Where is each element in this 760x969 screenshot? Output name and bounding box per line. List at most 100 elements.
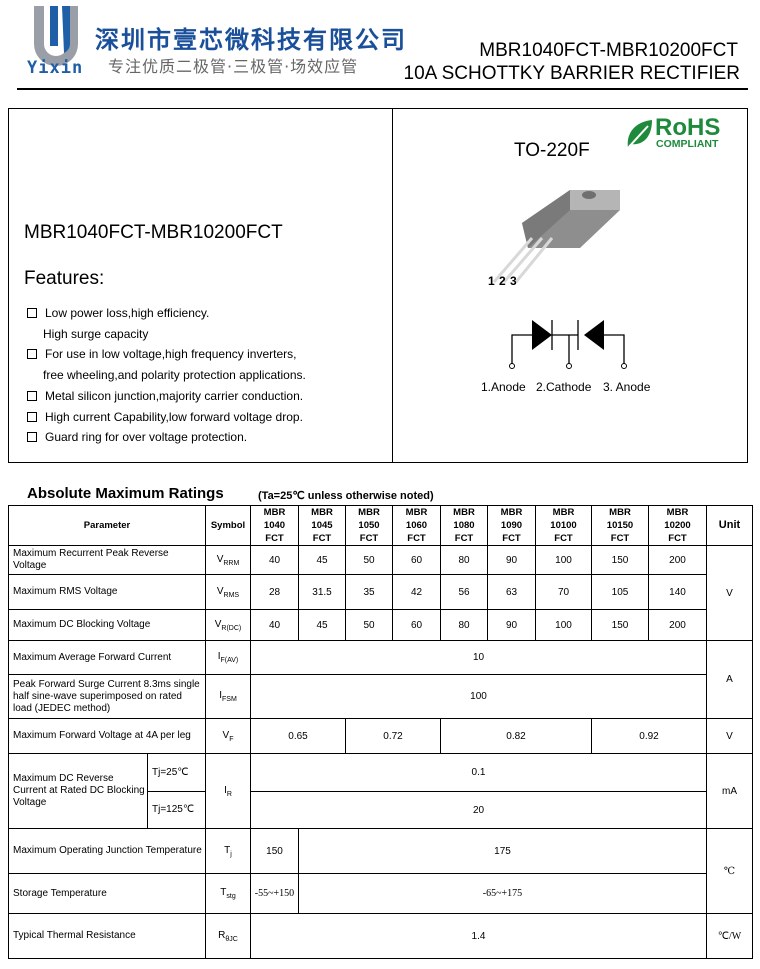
- value-cell: 63: [487, 574, 536, 610]
- part-range: MBR1040FCT-MBR10200FCT: [479, 40, 738, 61]
- model-line: FCT: [312, 533, 332, 544]
- symbol-subscript: j: [230, 850, 232, 858]
- header-model: MBR 10100 FCT: [535, 505, 592, 546]
- unit-cell: mA: [706, 753, 753, 829]
- table-row: Maximum RMS Voltage VRMS 28 31.5 35 42 56 63 70 1…: [8, 574, 753, 610]
- logo-text: Yixin: [27, 58, 84, 78]
- symbol-cell: IF(AV): [205, 640, 251, 675]
- ratings-table: Parameter Symbol MBR 1040 FCT MBR 1045 FCT MBR…: [8, 505, 753, 959]
- feature-item: For use in low voltage,high frequency in…: [27, 344, 306, 385]
- value-cell: 175: [298, 828, 707, 874]
- pin-label-3: 3. Anode: [603, 380, 651, 394]
- symbol-text: T: [224, 844, 231, 856]
- symbol-text: V: [214, 618, 222, 630]
- ratings-title: Absolute Maximum Ratings: [27, 485, 224, 502]
- value-cell: 150: [250, 828, 299, 874]
- to220f-package-image: [492, 190, 620, 283]
- table-row: Storage Temperature Tstg -55~+150 -65~+175: [8, 873, 753, 914]
- symbol-subscript: R: [226, 790, 232, 798]
- value-cell: 105: [591, 574, 649, 610]
- table-row: Maximum DC Blocking Voltage VR(DC) 40 45 50 6…: [8, 609, 753, 641]
- symbol-cell: IR: [205, 753, 251, 829]
- checkbox-icon: [27, 411, 37, 422]
- package-name: TO-220F: [514, 140, 590, 161]
- value-cell: 28: [250, 574, 299, 610]
- model-line: 10150: [606, 520, 634, 531]
- symbol-subscript: F: [229, 735, 234, 743]
- table-row: Maximum Forward Voltage at 4A per leg VF …: [8, 718, 753, 754]
- leaf-icon: [626, 120, 652, 150]
- dual-diode-schematic: [509, 320, 627, 369]
- table-row: Maximum Operating Junction Temperature Tj…: [8, 828, 753, 914]
- value-cell: 10: [250, 640, 707, 675]
- feature-text: High surge capacity: [43, 326, 149, 341]
- unit-cell: V: [706, 545, 753, 641]
- value-cell: 50: [345, 545, 393, 575]
- symbol-text: I: [219, 690, 222, 701]
- value-cell: 50: [345, 609, 393, 641]
- model-line: FCT: [668, 533, 687, 544]
- header-unit: Unit: [706, 505, 753, 546]
- part-description: 10A SCHOTTKY BARRIER RECTIFIER: [403, 63, 740, 84]
- symbol-cell: RθJC: [205, 913, 251, 959]
- value-cell: 80: [440, 545, 488, 575]
- value-cell: 60: [392, 609, 441, 641]
- model-line: MBR: [609, 507, 631, 518]
- rohs-badge: RoHS COMPLIANT: [624, 114, 739, 152]
- value-cell: 200: [648, 609, 707, 641]
- model-line: FCT: [554, 533, 573, 544]
- symbol-cell: Tstg: [205, 873, 251, 914]
- header-model: MBR 10200 FCT: [648, 505, 707, 546]
- value-cell: 31.5: [298, 574, 346, 610]
- value-cell: 140: [648, 574, 707, 610]
- header-model: MBR 1060 FCT: [392, 505, 441, 546]
- features-heading: Features:: [24, 268, 105, 289]
- value-cell: 0.92: [591, 718, 707, 754]
- symbol-subscript: FSM: [222, 696, 237, 703]
- param-cell: Maximum DC Reverse Current at Rated DC B…: [8, 753, 148, 829]
- unit-cell: V: [706, 718, 753, 754]
- model-line: 1060: [405, 520, 428, 531]
- header-model: MBR 1045 FCT: [298, 505, 346, 546]
- feature-item: High current Capability,low forward volt…: [27, 407, 306, 428]
- model-line: 1050: [358, 520, 380, 531]
- company-name: 深圳市壹芯微科技有限公司: [95, 26, 407, 54]
- symbol-cell: VF: [205, 718, 251, 754]
- feature-text: For use in low voltage,high frequency in…: [45, 347, 297, 362]
- pin-label-1: 1.Anode: [481, 380, 526, 394]
- feature-item: Guard ring for over voltage protection.: [27, 427, 306, 448]
- feature-item: Metal silicon junction,majority carrier …: [27, 386, 306, 407]
- value-cell: 100: [250, 674, 707, 719]
- model-line: FCT: [359, 533, 379, 544]
- symbol-text: R: [218, 929, 226, 941]
- feature-text: free wheeling,and polarity protection ap…: [43, 368, 306, 383]
- param-cell: Maximum RMS Voltage: [8, 574, 206, 610]
- feature-text: Low power loss,high efficiency.: [45, 306, 210, 320]
- value-cell: 70: [535, 574, 592, 610]
- model-line: 1045: [311, 520, 333, 531]
- features-list: Low power loss,high efficiency. High surg…: [27, 303, 306, 448]
- model-line: 10200: [664, 520, 691, 531]
- model-line: MBR: [453, 507, 475, 518]
- param-cell: Maximum Operating Junction Temperature: [8, 828, 206, 874]
- table-header-row: Parameter Symbol MBR 1040 FCT MBR 1045 FCT MBR…: [8, 505, 753, 546]
- model-line: 1080: [453, 520, 475, 531]
- model-line: FCT: [454, 533, 474, 544]
- symbol-text: V: [222, 729, 230, 741]
- symbol-cell: VRRM: [205, 545, 251, 575]
- model-line: 1090: [500, 520, 523, 531]
- value-cell: 150: [591, 545, 649, 575]
- rohs-subtitle: COMPLIANT: [656, 138, 719, 150]
- value-cell: 35: [345, 574, 393, 610]
- value-cell: -55~+150: [250, 873, 299, 914]
- value-cell: 40: [250, 545, 299, 575]
- value-cell: 60: [392, 545, 441, 575]
- model-line: FCT: [610, 533, 630, 544]
- value-cell: 45: [298, 609, 346, 641]
- symbol-subscript: RRM: [223, 559, 240, 567]
- company-slogan: 专注优质二极管·三极管·场效应管: [108, 57, 359, 76]
- unit-cell: ℃/W: [706, 913, 753, 959]
- value-cell: 150: [591, 609, 649, 641]
- symbol-text: T: [220, 887, 227, 898]
- unit-cell: A: [706, 640, 753, 719]
